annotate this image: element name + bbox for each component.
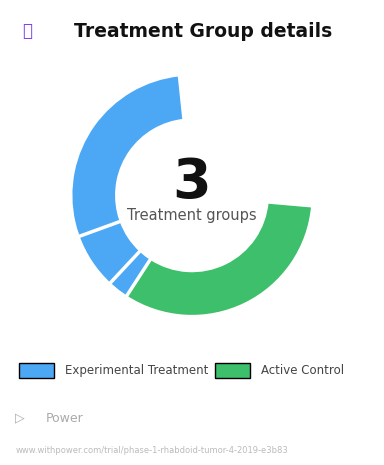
Text: Power: Power xyxy=(46,412,84,425)
Wedge shape xyxy=(71,75,233,317)
FancyBboxPatch shape xyxy=(19,363,54,378)
FancyBboxPatch shape xyxy=(215,363,250,378)
Wedge shape xyxy=(78,221,141,284)
Text: 👥: 👥 xyxy=(22,22,32,40)
Text: 3: 3 xyxy=(173,156,211,210)
Text: Treatment groups: Treatment groups xyxy=(127,208,257,223)
Text: www.withpower.com/trial/phase-1-rhabdoid-tumor-4-2019-e3b83: www.withpower.com/trial/phase-1-rhabdoid… xyxy=(15,446,288,455)
Text: ▷: ▷ xyxy=(15,412,25,425)
Text: Experimental Treatment: Experimental Treatment xyxy=(65,364,209,377)
Wedge shape xyxy=(126,202,313,317)
Text: Treatment Group details: Treatment Group details xyxy=(74,22,333,41)
Text: Active Control: Active Control xyxy=(261,364,344,377)
